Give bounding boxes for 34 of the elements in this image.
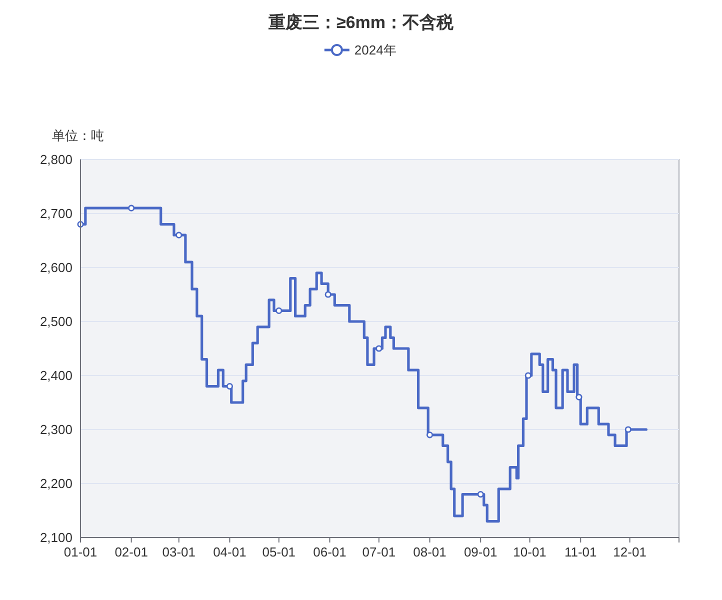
- y-tick-label: 2,100: [40, 530, 72, 545]
- y-tick-label: 2,700: [40, 206, 72, 221]
- y-tick-label: 2,200: [40, 476, 72, 491]
- point: [226, 383, 234, 390]
- x-tick-label: 01-01: [64, 544, 98, 560]
- point: [426, 432, 434, 438]
- y-tick-label: 2,300: [40, 422, 72, 437]
- point: [376, 345, 382, 352]
- x-tick-label: 07-01: [362, 544, 396, 560]
- point: [276, 307, 282, 314]
- point: [324, 291, 332, 298]
- x-tick-label: 06-01: [313, 544, 346, 560]
- chart-title: 重废三：≥6mm：不含税: [267, 13, 454, 32]
- point: [524, 372, 532, 379]
- x-tick-label: 12-01: [613, 544, 646, 560]
- point: [128, 204, 135, 212]
- point: [477, 491, 484, 498]
- point: [624, 426, 632, 433]
- x-tick-label: 09-01: [464, 544, 498, 560]
- legend-label: 2024年: [354, 42, 396, 58]
- point: [176, 232, 182, 238]
- x-tick-label: 04-01: [213, 544, 246, 560]
- y-axis-title: 单位：吨: [52, 128, 104, 143]
- x-tick-label: 10-01: [513, 544, 546, 560]
- point: [576, 394, 582, 400]
- y-tick-label: 2,400: [40, 368, 72, 383]
- y-tick-label: 2,500: [40, 314, 72, 329]
- x-tick-label: 03-01: [162, 544, 196, 560]
- x-tick-label: 11-01: [564, 544, 597, 560]
- x-tick-label: 02-01: [114, 544, 148, 560]
- y-tick-label: 2,600: [40, 260, 72, 275]
- y-tick-label: 2,800: [40, 152, 72, 167]
- x-tick-label: 08-01: [413, 544, 446, 560]
- x-tick-label: 05-01: [262, 544, 296, 560]
